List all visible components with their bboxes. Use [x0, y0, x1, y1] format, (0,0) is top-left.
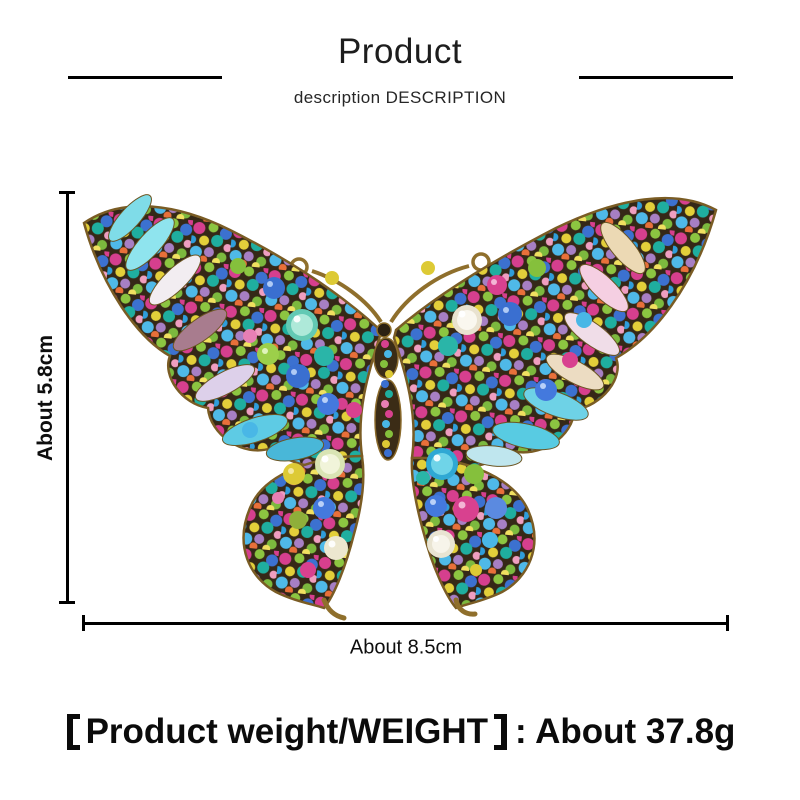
weight-value: : About 37.8g: [515, 712, 736, 751]
header-divider-right: [579, 76, 733, 79]
width-dimension-line: [82, 622, 729, 625]
width-dimension-cap-right: [726, 615, 729, 631]
height-dimension-cap-top: [59, 191, 75, 194]
lenticular-bracket-open-icon: [66, 714, 80, 750]
header-divider-left: [68, 76, 222, 79]
height-dimension-cap-bottom: [59, 601, 75, 604]
product-weight-line: Product weight/WEIGHT : About 37.8g: [0, 712, 800, 752]
butterfly-body: [373, 322, 402, 461]
butterfly-brooch-image: [82, 194, 718, 621]
upper-right-feature-gems: [421, 259, 592, 401]
weight-label: Product weight/WEIGHT: [85, 712, 489, 751]
lenticular-bracket-close-icon: [494, 714, 508, 750]
width-dimension-label: About 8.5cm: [349, 636, 463, 659]
height-dimension-line: [66, 193, 69, 603]
lower-left-feature-gems: [272, 449, 348, 578]
wing-tails: [321, 597, 478, 621]
lower-right-feature-gems: [416, 448, 507, 576]
page-subtitle: description DESCRIPTION: [293, 88, 507, 107]
upper-right-wing: [392, 196, 718, 470]
height-dimension-label: About 5.8cm: [34, 334, 57, 462]
upper-left-feature-gems: [230, 258, 362, 438]
page-title: Product: [337, 32, 463, 71]
width-dimension-cap-left: [82, 615, 85, 631]
